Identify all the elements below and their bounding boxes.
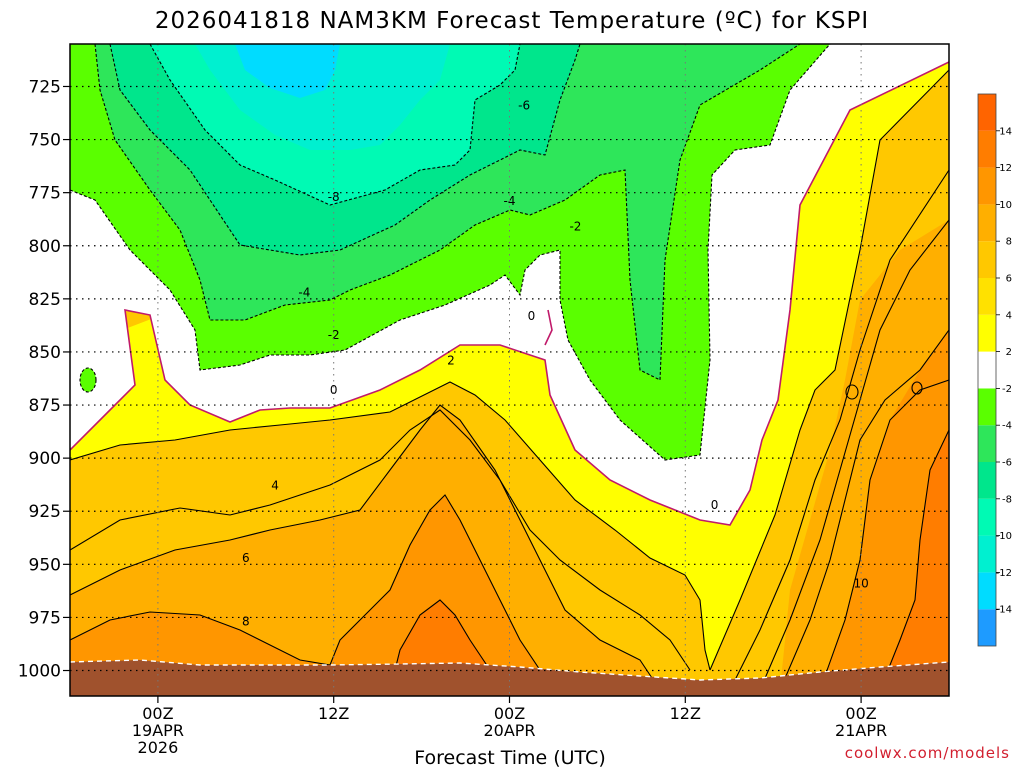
x-axis-label: Forecast Time (UTC) — [414, 747, 605, 768]
contour-label: -2 — [569, 220, 581, 234]
colorbar-segment — [978, 130, 996, 168]
colorbar-segment — [978, 572, 996, 610]
colorbar-segment — [978, 388, 996, 426]
colorbar-label: 10 — [999, 200, 1012, 211]
colorbar-segment — [978, 609, 996, 646]
colorbar-border — [977, 93, 997, 647]
x-tick-label: 00Z — [494, 704, 525, 723]
colorbar-segment — [978, 241, 996, 278]
colorbar-label: -8 — [1002, 494, 1012, 505]
y-tick-label: 925 — [29, 502, 61, 522]
y-tick-label: 975 — [29, 608, 61, 628]
contour-label: -4 — [298, 285, 310, 299]
freezing-contour — [70, 61, 949, 526]
negative-contours — [70, 44, 831, 461]
x-tick-label: 21APR — [835, 721, 887, 740]
contour-label: 0 — [528, 309, 536, 323]
y-tick-label: 850 — [29, 343, 61, 363]
x-tick-label: 12Z — [318, 704, 349, 723]
contour-label: -2 — [328, 328, 340, 342]
contour-label: 6 — [242, 551, 250, 565]
colorbar-label: -10 — [996, 531, 1012, 542]
colorbar-label: -6 — [1002, 458, 1012, 469]
band-minus-12 — [235, 44, 340, 98]
colorbar-label: -4 — [1002, 421, 1012, 432]
y-tick-label: 900 — [29, 449, 61, 469]
x-tick-label: 2026 — [138, 738, 179, 757]
ground-mask — [70, 660, 949, 696]
colorbar-segment — [978, 462, 996, 499]
positive-contours — [70, 69, 949, 691]
x-tick-label: 19APR — [132, 721, 184, 740]
colorbar-label: 14 — [999, 126, 1012, 137]
y-tick-label: 825 — [29, 290, 61, 310]
contour-label: 10 — [853, 576, 868, 590]
colorbar-segment — [978, 167, 996, 205]
colorbar-label: -12 — [996, 568, 1012, 579]
warm-pocket-8-10 — [70, 405, 660, 690]
colorbar-segment — [978, 204, 996, 242]
contour-label: 2 — [447, 353, 455, 367]
colorbar-segment — [978, 94, 996, 131]
colorbar-label: 4 — [1006, 310, 1012, 321]
grid-lines — [70, 44, 949, 696]
x-tick-label: 12Z — [670, 704, 701, 723]
y-tick-label: 800 — [29, 237, 61, 257]
colorbar: -14 -12 -10 -8 -6 -4 -2 2 4 6 8 10 12 14 — [977, 93, 1012, 647]
colorbar-label: 12 — [999, 163, 1012, 174]
chart-title: 2026041818 NAM3KM Forecast Temperature (… — [155, 8, 869, 34]
colorbar-label: -2 — [1002, 384, 1012, 395]
colorbar-segment — [978, 498, 996, 536]
colorbar-label: 8 — [1006, 237, 1012, 248]
colorbar-segment — [978, 535, 996, 573]
contour-label: 8 — [242, 615, 250, 629]
y-tick-label: 775 — [29, 184, 61, 204]
y-tick-label: 1000 — [18, 662, 61, 682]
colorbar-segment — [978, 351, 996, 389]
small-contour-islands — [79, 367, 923, 400]
colorbar-label: 6 — [1006, 274, 1012, 285]
x-tick-label: 20APR — [483, 721, 535, 740]
y-tick-label: 725 — [29, 77, 61, 97]
warm-east-14 — [880, 430, 949, 690]
colorbar-segment — [978, 425, 996, 462]
credit-text: coolwx.com/models — [845, 744, 1010, 762]
y-tick-label: 875 — [29, 396, 61, 416]
x-tick-label: 00Z — [142, 704, 173, 723]
contour-label: 0 — [711, 498, 719, 512]
x-tick-label: 00Z — [845, 704, 876, 723]
colorbar-label: 2 — [1006, 347, 1012, 358]
contour-label: 4 — [271, 479, 279, 493]
contour-label: 0 — [330, 383, 338, 397]
y-tick-label: 750 — [29, 131, 61, 151]
ground-surface-line — [70, 659, 949, 681]
y-axis: 725 750 775 800 825 850 875 900 925 950 975 1000 — [18, 77, 70, 682]
colorbar-segment — [978, 314, 996, 352]
colorbar-segment — [978, 278, 996, 315]
y-tick-label: 950 — [29, 555, 61, 575]
contour-label: -8 — [328, 190, 340, 204]
contour-label: -6 — [518, 99, 530, 113]
colorbar-label: -14 — [996, 605, 1012, 616]
